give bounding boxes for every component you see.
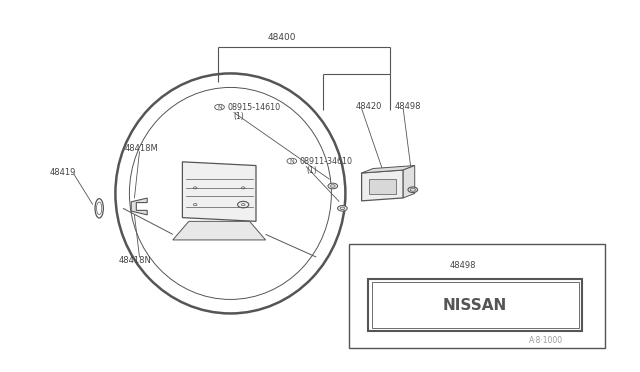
Polygon shape (362, 166, 415, 173)
Polygon shape (182, 162, 256, 221)
Text: 48419: 48419 (50, 169, 76, 177)
Text: 48400: 48400 (268, 33, 296, 42)
Text: N: N (289, 158, 294, 164)
Polygon shape (403, 166, 415, 198)
Text: (1): (1) (234, 112, 244, 121)
Text: N: N (217, 105, 222, 110)
Polygon shape (131, 198, 147, 215)
Polygon shape (173, 221, 266, 240)
Bar (369, 179, 396, 194)
Text: 48498: 48498 (449, 261, 476, 270)
Polygon shape (362, 170, 403, 201)
Circle shape (328, 183, 338, 189)
Text: (1): (1) (306, 166, 317, 174)
Bar (368, 279, 582, 331)
Circle shape (337, 205, 348, 211)
Circle shape (408, 187, 418, 193)
Bar (372, 282, 579, 328)
Text: 48420: 48420 (355, 102, 381, 110)
Text: NISSAN: NISSAN (443, 298, 508, 312)
Bar (349, 244, 605, 348)
Text: 08915-14610: 08915-14610 (227, 103, 280, 112)
Text: 08911-34610: 08911-34610 (300, 157, 353, 166)
Text: 48498: 48498 (395, 102, 421, 110)
Text: 48418M: 48418M (125, 144, 159, 153)
Text: 48418N: 48418N (118, 256, 151, 265)
Text: A·8·1000: A·8·1000 (529, 336, 563, 345)
